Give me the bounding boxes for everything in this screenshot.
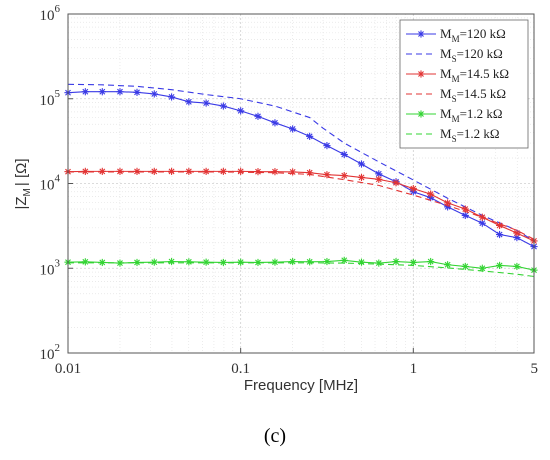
data-point xyxy=(392,257,400,266)
data-point xyxy=(81,88,89,96)
legend-label: MM=1.2 kΩ xyxy=(440,106,503,124)
data-point xyxy=(167,93,176,101)
data-point xyxy=(306,132,314,140)
data-point xyxy=(150,258,158,266)
series-line xyxy=(68,262,535,278)
data-point xyxy=(357,258,366,266)
series-6 xyxy=(68,262,535,278)
series-line xyxy=(67,170,535,242)
legend-label: MS=14.5 kΩ xyxy=(440,86,506,104)
data-point xyxy=(461,211,469,220)
data-point xyxy=(254,168,262,176)
data-point xyxy=(271,119,279,127)
data-point xyxy=(495,261,504,270)
data-point xyxy=(340,256,348,264)
legend-item-5: MM=1.2 kΩ xyxy=(406,106,503,124)
y-axis-ticks: 102 103 104 105 106 xyxy=(40,3,73,363)
figure-caption: (c) xyxy=(264,425,286,447)
data-point xyxy=(444,261,452,269)
legend-item-3: MM=14.5 kΩ xyxy=(406,66,509,84)
y-tick-label: 106 xyxy=(40,3,61,24)
data-point xyxy=(98,88,106,96)
data-point xyxy=(357,160,366,168)
data-point xyxy=(202,258,210,266)
data-point xyxy=(461,262,469,271)
data-point xyxy=(185,98,193,106)
data-point xyxy=(495,221,504,230)
legend-item-6: MS=1.2 kΩ xyxy=(406,126,500,144)
data-point xyxy=(375,259,383,267)
data-point xyxy=(323,257,331,266)
legend-item-4: MS=14.5 kΩ xyxy=(406,86,506,104)
data-point xyxy=(237,258,245,266)
x-axis-ticks: 0.01 0.1 1 5 xyxy=(55,348,538,377)
y-axis-label-tail: | [Ω] xyxy=(13,158,30,186)
legend-item-1: MM=120 kΩ xyxy=(406,26,506,44)
series-line xyxy=(68,171,535,240)
y-tick-label: 105 xyxy=(40,88,61,109)
data-point xyxy=(271,168,279,176)
data-point xyxy=(219,167,227,175)
data-point xyxy=(323,142,331,150)
y-axis-label: |ZM | [Ω] xyxy=(13,158,33,209)
series-line xyxy=(67,91,535,248)
data-point xyxy=(427,190,435,198)
data-point xyxy=(237,107,245,115)
legend-label: MM=120 kΩ xyxy=(440,26,506,44)
data-point xyxy=(237,167,245,175)
series-line xyxy=(67,259,535,271)
data-point xyxy=(427,257,435,266)
series-layer xyxy=(64,83,538,278)
data-point xyxy=(254,112,262,120)
data-point xyxy=(495,230,504,239)
data-point xyxy=(392,179,400,187)
data-point xyxy=(185,258,193,266)
data-point xyxy=(513,262,521,271)
y-tick-label: 104 xyxy=(40,173,61,194)
data-point xyxy=(81,258,89,266)
legend: MM=120 kΩ MS=120 kΩ MM=14.5 kΩ MS=14.5 kΩ MM… xyxy=(399,19,529,149)
y-axis-label-main: |Z xyxy=(13,196,30,209)
legend-label: MS=1.2 kΩ xyxy=(440,126,500,144)
data-point xyxy=(357,173,366,182)
x-tick-label: 0.01 xyxy=(55,361,81,377)
data-point xyxy=(289,168,297,176)
x-tick-label: 1 xyxy=(410,361,418,377)
y-tick-label: 103 xyxy=(40,257,61,278)
data-point xyxy=(340,171,348,180)
data-point xyxy=(271,258,279,266)
legend-box xyxy=(399,19,529,149)
data-point xyxy=(150,167,158,175)
data-point xyxy=(202,99,210,107)
data-point xyxy=(167,257,176,266)
data-point xyxy=(323,171,331,179)
x-axis-label: Frequency [MHz] xyxy=(244,377,358,394)
x-tick-label: 0.1 xyxy=(231,361,250,377)
data-point xyxy=(340,150,348,159)
series-4 xyxy=(68,171,535,240)
data-point xyxy=(409,185,417,193)
data-point xyxy=(375,175,383,183)
legend-label: MM=14.5 kΩ xyxy=(440,66,509,84)
data-point xyxy=(150,90,158,98)
data-point xyxy=(116,88,124,96)
data-point xyxy=(219,102,227,110)
x-tick-label: 5 xyxy=(531,361,539,377)
y-tick-label: 102 xyxy=(40,342,61,363)
data-point xyxy=(133,88,141,96)
y-axis-label-sub: M xyxy=(22,188,33,196)
data-point xyxy=(289,125,297,133)
data-point xyxy=(81,167,89,175)
data-point xyxy=(306,258,314,266)
data-point xyxy=(289,257,297,266)
legend-label: MS=120 kΩ xyxy=(440,46,503,64)
legend-item-2: MS=120 kΩ xyxy=(406,46,503,64)
data-point xyxy=(513,229,521,237)
